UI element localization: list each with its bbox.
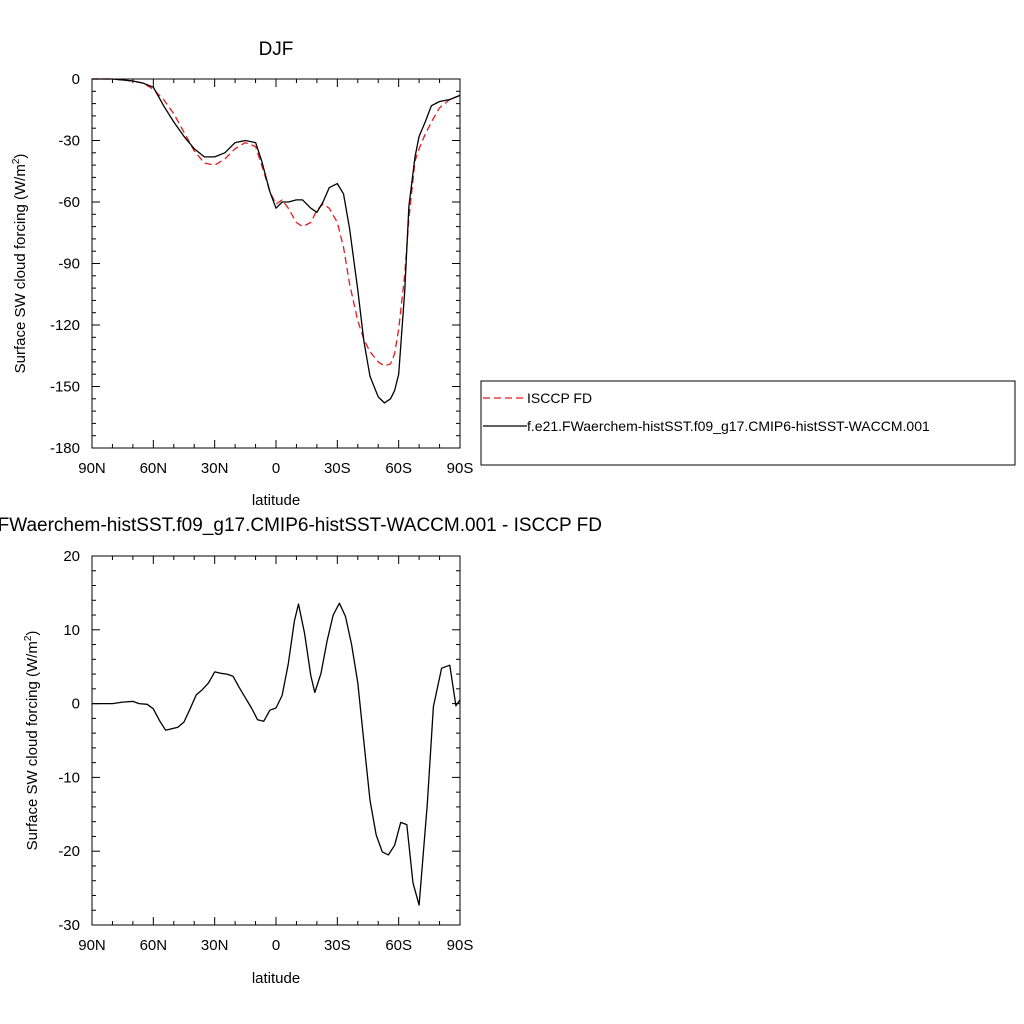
legend-label-0: ISCCP FD: [527, 390, 592, 406]
x-tick-label: 30N: [201, 937, 229, 954]
y-tick-label: -180: [50, 440, 80, 457]
x-tick-label: 60N: [140, 460, 168, 477]
x-axis-label: latitude: [252, 970, 300, 987]
y-tick-label: -10: [58, 769, 80, 786]
y-tick-label: -30: [58, 133, 80, 150]
y-axis-label-text: Surface SW cloud forcing (W/m: [24, 641, 41, 850]
x-tick-label: 0: [272, 937, 280, 954]
y-tick-label: 0: [72, 696, 80, 713]
x-tick-label: 90N: [78, 937, 106, 954]
chart-title: DJF: [259, 39, 294, 60]
legend-box: [480, 380, 1016, 466]
x-tick-label: 30S: [324, 937, 351, 954]
y-tick-label: -90: [58, 256, 80, 273]
x-tick-label: 60S: [385, 460, 412, 477]
y-axis-label-text: Surface SW cloud forcing (W/m: [12, 164, 29, 373]
y-axis-label-tail: ): [24, 631, 41, 636]
y-tick-label: 0: [72, 71, 80, 88]
legend: ISCCP FD f.e21.FWaerchem-histSST.f09_g17.…: [480, 380, 1016, 466]
y-axis-label: Surface SW cloud forcing (W/m2): [23, 631, 41, 851]
chart-title: f.e21.FWaerchem-histSST.f09_g17.CMIP6-hi…: [0, 515, 602, 536]
x-tick-label: 60N: [140, 937, 168, 954]
x-axis-label: latitude: [252, 492, 300, 509]
x-tick-label: 30N: [201, 460, 229, 477]
y-axis-label-superscript: 2: [23, 635, 34, 641]
x-tick-label: 0: [272, 460, 280, 477]
x-tick-label: 90S: [447, 937, 474, 954]
x-tick-label: 90N: [78, 460, 106, 477]
series-line-0: [92, 78, 461, 367]
series-line-0: [92, 602, 461, 906]
y-tick-label: 20: [63, 548, 80, 565]
y-tick-label: -60: [58, 194, 80, 211]
y-tick-label: -30: [58, 917, 80, 934]
plot-frame: [91, 555, 461, 926]
y-axis-label: Surface SW cloud forcing (W/m2): [11, 154, 29, 374]
y-axis-label-tail: ): [12, 154, 29, 159]
x-tick-label: 60S: [385, 937, 412, 954]
y-axis-label-superscript: 2: [11, 158, 22, 164]
legend-label-1: f.e21.FWaerchem-histSST.f09_g17.CMIP6-hi…: [527, 418, 930, 434]
x-tick-label: 30S: [324, 460, 351, 477]
chart-djf: 90N 60N 30N 0 30S 60S 90S 0 -30 -60 -90 -120 -150 -18…: [11, 39, 473, 509]
plot-frame: [91, 78, 461, 449]
y-tick-label: 10: [63, 622, 80, 639]
series-line-1: [92, 78, 461, 404]
y-tick-label: -120: [50, 317, 80, 334]
y-tick-label: -150: [50, 379, 80, 396]
y-tick-label: -20: [58, 843, 80, 860]
chart-difference: 90N 60N 30N 0 30S 60S 90S 20 10 0 -10 -20 -30 f.e21.F…: [0, 515, 602, 987]
x-tick-label: 90S: [447, 460, 474, 477]
